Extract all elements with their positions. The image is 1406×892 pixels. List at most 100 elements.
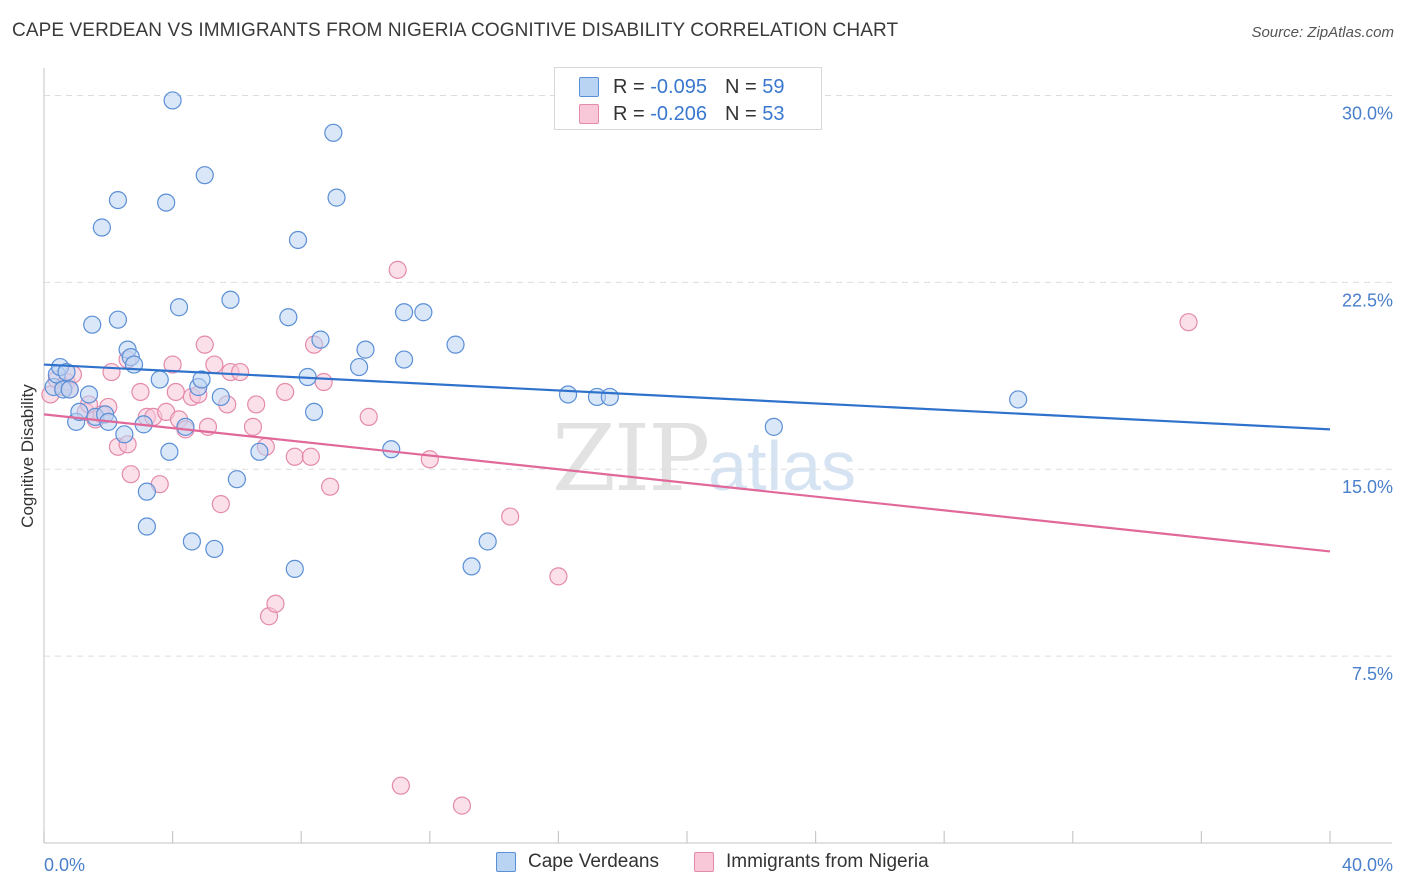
cape-verdean-point[interactable]: [160, 442, 179, 461]
cape-verdean-point[interactable]: [57, 362, 76, 382]
legend-r-label: R =: [613, 102, 645, 125]
y-tick-label: 7.5%: [1352, 664, 1393, 684]
cape-verdean-point[interactable]: [163, 91, 182, 110]
nigeria-point[interactable]: [391, 776, 410, 795]
cape-verdean-point[interactable]: [137, 482, 156, 501]
cape-verdean-point[interactable]: [227, 470, 246, 489]
correlation-legend: R = -0.095 N = 59 R = -0.206 N = 53: [554, 67, 822, 130]
cape-verdean-point[interactable]: [764, 417, 783, 436]
cape-verdean-point[interactable]: [192, 370, 211, 389]
cape-verdean-point[interactable]: [176, 417, 195, 436]
cape-verdean-point[interactable]: [221, 290, 240, 309]
nigeria-point[interactable]: [102, 362, 121, 382]
cape-verdean-point[interactable]: [60, 380, 79, 399]
nigeria-point[interactable]: [301, 447, 320, 466]
axes: [43, 68, 1392, 844]
cape-verdean-point[interactable]: [600, 387, 619, 407]
cape-verdean-point[interactable]: [108, 310, 128, 329]
cape-verdean-point[interactable]: [150, 370, 169, 389]
cape-verdean-point[interactable]: [558, 385, 578, 404]
cape-verdean-point[interactable]: [304, 402, 324, 422]
cape-verdean-point[interactable]: [92, 218, 111, 237]
nigeria-point[interactable]: [420, 450, 439, 469]
nigeria-point[interactable]: [359, 407, 378, 426]
nigeria-point[interactable]: [276, 382, 295, 402]
nigeria-point[interactable]: [195, 335, 214, 354]
nigeria-point[interactable]: [247, 395, 266, 414]
cape-verdean-point[interactable]: [108, 191, 128, 210]
legend-row-cape-verdeans: R = -0.095 N = 59: [579, 74, 784, 100]
legend-swatch-pink: [579, 104, 599, 124]
nigeria-trend-line: [43, 413, 1331, 553]
legend-swatch-blue: [496, 852, 516, 872]
cape-verdean-point[interactable]: [137, 517, 156, 536]
cape-verdean-point[interactable]: [394, 350, 414, 369]
legend-r-value: -0.095: [650, 75, 707, 98]
cape-verdean-point[interactable]: [1009, 390, 1028, 409]
cape-verdean-point[interactable]: [462, 557, 481, 576]
nigeria-point[interactable]: [388, 260, 407, 279]
nigeria-point[interactable]: [243, 417, 263, 436]
cape-verdean-point[interactable]: [279, 308, 298, 327]
cape-verdean-point[interactable]: [414, 303, 433, 322]
nigeria-point[interactable]: [131, 382, 150, 402]
nigeria-point[interactable]: [231, 362, 250, 382]
nigeria-point[interactable]: [205, 355, 224, 374]
y-axis-tick-labels: 7.5% 15.0% 22.5% 30.0%: [1342, 103, 1393, 684]
legend-item-immigrants-from-nigeria[interactable]: Immigrants from Nigeria: [694, 851, 929, 873]
cape-verdean-point[interactable]: [182, 532, 201, 551]
series-immigrants-from-nigeria: [41, 260, 1198, 815]
cape-verdean-point[interactable]: [394, 303, 414, 322]
cape-verdean-point[interactable]: [288, 230, 308, 250]
legend-r-label: R =: [613, 75, 645, 98]
nigeria-point[interactable]: [321, 477, 340, 496]
nigeria-point[interactable]: [452, 796, 472, 815]
series-legend: Cape Verdeans Immigrants from Nigeria: [0, 851, 1406, 879]
nigeria-point[interactable]: [166, 382, 185, 402]
nigeria-point[interactable]: [549, 567, 568, 586]
nigeria-point[interactable]: [163, 355, 182, 374]
legend-swatch-blue: [579, 77, 599, 97]
nigeria-point[interactable]: [285, 447, 304, 466]
nigeria-point[interactable]: [266, 594, 285, 613]
cape-verdean-point[interactable]: [79, 385, 99, 404]
nigeria-point[interactable]: [211, 495, 230, 514]
y-axis-label: Cognitive Disability: [18, 384, 37, 528]
cape-verdean-point[interactable]: [124, 355, 144, 374]
cape-verdean-point[interactable]: [382, 440, 401, 459]
legend-n-value: 59: [762, 75, 785, 98]
cape-verdean-point[interactable]: [311, 330, 330, 349]
cape-verdean-point[interactable]: [327, 188, 346, 207]
x-tick-label-min: 0.0%: [44, 855, 85, 875]
cape-verdean-point[interactable]: [195, 166, 214, 185]
legend-n-label: N =: [724, 102, 757, 125]
cape-verdean-point[interactable]: [356, 340, 375, 359]
cape-verdean-point[interactable]: [349, 357, 369, 377]
cape-verdean-point[interactable]: [250, 442, 269, 461]
legend-swatch-pink: [694, 852, 714, 872]
y-tick-label: 30.0%: [1342, 103, 1393, 123]
cape-verdean-point[interactable]: [285, 559, 304, 578]
nigeria-point[interactable]: [314, 372, 333, 392]
legend-n-value: 53: [762, 102, 785, 125]
nigeria-point[interactable]: [121, 465, 140, 484]
cape-verdean-point[interactable]: [324, 123, 343, 142]
source-label: Source: ZipAtlas.com: [1251, 24, 1394, 41]
cape-verdean-point[interactable]: [115, 425, 134, 444]
cape-verdean-point[interactable]: [169, 298, 189, 317]
cape-verdean-point[interactable]: [211, 387, 230, 407]
cape-verdean-point[interactable]: [446, 335, 465, 354]
legend-n-label: N =: [724, 75, 757, 98]
legend-r-value: -0.206: [650, 102, 707, 125]
cape-verdean-point[interactable]: [205, 539, 224, 559]
x-axis-ticks: [43, 831, 1331, 843]
cape-verdean-point[interactable]: [83, 315, 102, 334]
nigeria-point[interactable]: [1179, 313, 1198, 332]
legend-item-cape-verdeans[interactable]: Cape Verdeans: [496, 851, 659, 873]
cape-verdean-trend-line: [43, 363, 1331, 431]
cape-verdean-point[interactable]: [157, 193, 176, 212]
nigeria-point[interactable]: [501, 507, 520, 526]
cape-verdean-point[interactable]: [478, 532, 497, 551]
watermark-zip: ZIP: [552, 405, 710, 512]
